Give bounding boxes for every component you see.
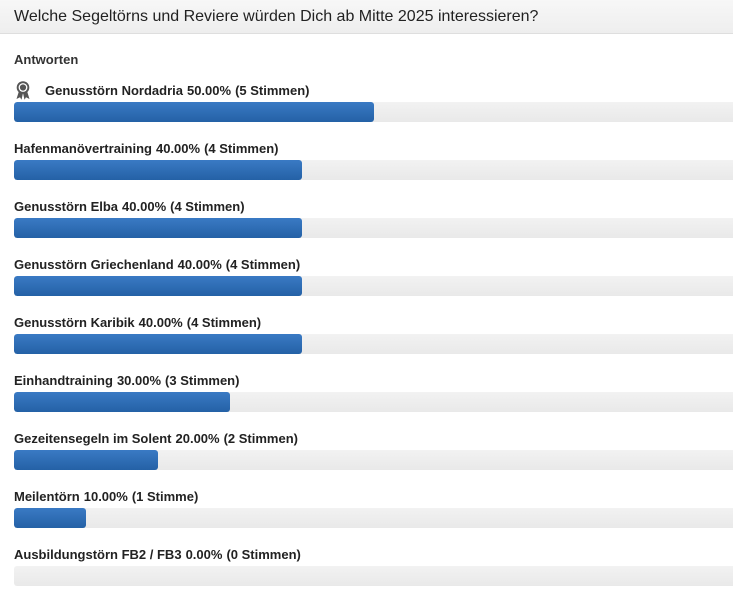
poll-option-bar-fill <box>14 450 158 470</box>
poll-option-percent: 50.00% <box>186 82 232 98</box>
poll-option-name: Genusstörn Griechenland <box>14 256 174 272</box>
poll-option-label: Ausbildungstörn FB2 / FB3 0.00% (0 Stimm… <box>14 542 733 566</box>
poll-option-1: Hafenmanövertraining 40.00% (4 Stimmen) <box>14 136 733 194</box>
poll-option-name: Meilentörn <box>14 488 80 504</box>
poll-option-votes: (1 Stimme) <box>131 488 199 504</box>
poll-option-label: Hafenmanövertraining 40.00% (4 Stimmen) <box>14 136 733 160</box>
poll-option-name: Genusstörn Karibik <box>14 314 135 330</box>
poll-option-label: Einhandtraining 30.00% (3 Stimmen) <box>14 368 733 392</box>
poll-option-bar-track <box>14 102 733 122</box>
poll-option-name: Hafenmanövertraining <box>14 140 152 156</box>
poll-option-percent: 40.00% <box>138 314 183 330</box>
poll-option-percent: 10.00% <box>83 488 128 504</box>
poll-option-label: Genusstörn Karibik 40.00% (4 Stimmen) <box>14 310 733 334</box>
poll-option-votes: (0 Stimmen) <box>226 546 301 562</box>
poll-option-percent: 0.00% <box>185 546 223 562</box>
poll-option-votes: (4 Stimmen) <box>204 140 279 156</box>
poll-option-votes: (4 Stimmen) <box>170 198 245 214</box>
poll-option-percent: 40.00% <box>155 140 201 156</box>
poll-option-bar-fill <box>14 334 302 354</box>
poll-option-percent: 40.00% <box>122 198 167 214</box>
poll-option-bar-track <box>14 160 733 180</box>
poll-option-2: Genusstörn Elba 40.00% (4 Stimmen) <box>14 194 733 252</box>
poll-option-bar-fill <box>14 276 302 296</box>
poll-option-bar-track <box>14 218 733 238</box>
poll-option-8: Ausbildungstörn FB2 / FB3 0.00% (0 Stimm… <box>14 542 733 600</box>
poll-option-6: Gezeitensegeln im Solent 20.00% (2 Stimm… <box>14 426 733 484</box>
poll-option-bar-fill <box>14 508 86 528</box>
poll-option-name: Gezeitensegeln im Solent <box>14 430 172 446</box>
poll-option-3: Genusstörn Griechenland 40.00% (4 Stimme… <box>14 252 733 310</box>
poll-option-7: Meilentörn 10.00% (1 Stimme) <box>14 484 733 542</box>
poll-option-label: Meilentörn 10.00% (1 Stimme) <box>14 484 733 508</box>
poll-option-votes: (2 Stimmen) <box>223 430 298 446</box>
poll-option-5: Einhandtraining 30.00% (3 Stimmen) <box>14 368 733 426</box>
poll-question: Welche Segeltörns und Reviere würden Dic… <box>14 7 539 25</box>
award-ribbon-icon <box>14 80 32 100</box>
poll-option-votes: (4 Stimmen) <box>186 314 262 330</box>
poll-option-label: Genusstörn Nordadria 50.00% (5 Stimmen) <box>14 78 733 102</box>
poll-option-4: Genusstörn Karibik 40.00% (4 Stimmen) <box>14 310 733 368</box>
poll-option-name: Einhandtraining <box>14 372 113 388</box>
poll-results: Genusstörn Nordadria 50.00% (5 Stimmen) … <box>0 78 733 600</box>
poll-option-bar-track <box>14 334 733 354</box>
poll-header: Welche Segeltörns und Reviere würden Dic… <box>0 0 733 34</box>
poll-option-bar-track <box>14 392 733 412</box>
poll-option-bar-fill <box>14 160 302 180</box>
poll-option-bar-fill <box>14 102 374 122</box>
poll-option-0: Genusstörn Nordadria 50.00% (5 Stimmen) <box>14 78 733 136</box>
poll-option-percent: 40.00% <box>177 256 222 272</box>
answers-label: Antworten <box>14 52 79 67</box>
poll-option-label: Gezeitensegeln im Solent 20.00% (2 Stimm… <box>14 426 733 450</box>
poll-option-name: Genusstörn Elba <box>14 198 119 214</box>
poll-option-percent: 30.00% <box>116 372 162 388</box>
poll-option-label: Genusstörn Elba 40.00% (4 Stimmen) <box>14 194 733 218</box>
poll-option-bar-track <box>14 508 733 528</box>
poll-option-bar-fill <box>14 218 302 238</box>
poll-option-bar-track <box>14 276 733 296</box>
poll-option-votes: (5 Stimmen) <box>235 82 310 98</box>
poll-option-votes: (4 Stimmen) <box>225 256 301 272</box>
poll-option-name: Genusstörn Nordadria <box>45 82 183 98</box>
poll-option-bar-fill <box>14 392 230 412</box>
poll-option-name: Ausbildungstörn FB2 / FB3 <box>14 546 182 562</box>
poll-option-bar-track <box>14 450 733 470</box>
poll-option-votes: (3 Stimmen) <box>165 372 240 388</box>
poll-option-percent: 20.00% <box>175 430 220 446</box>
poll-option-label: Genusstörn Griechenland 40.00% (4 Stimme… <box>14 252 733 276</box>
poll-option-bar-track <box>14 566 733 586</box>
